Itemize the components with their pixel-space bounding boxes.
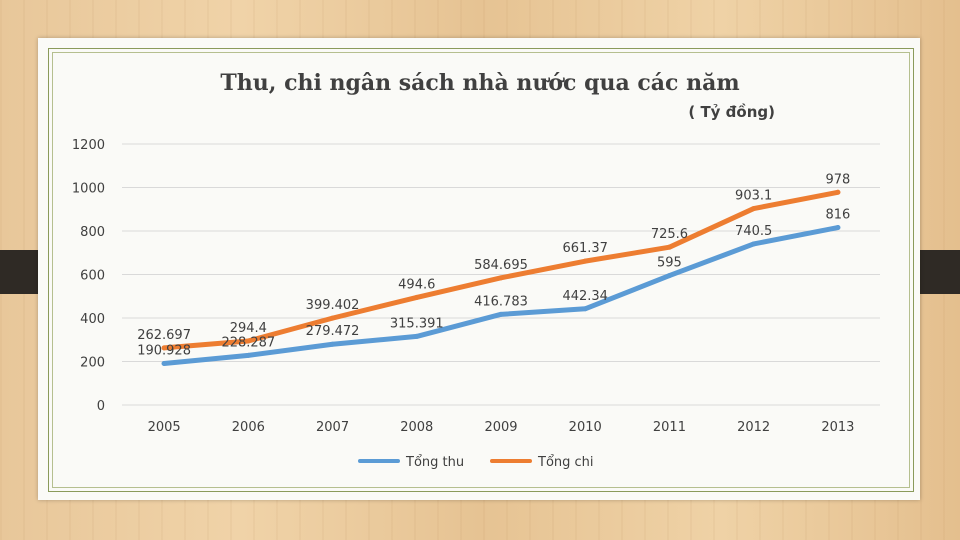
- data-label: 494.6: [398, 277, 435, 292]
- data-point: [414, 294, 420, 300]
- data-point: [835, 189, 841, 195]
- chart-subtitle: ( Tỷ đồng): [688, 102, 775, 121]
- data-label: 661.37: [562, 241, 608, 256]
- data-label: 978: [825, 172, 850, 187]
- data-label: 816: [825, 208, 850, 223]
- data-point: [666, 244, 672, 250]
- y-tick-label: 600: [80, 269, 105, 284]
- y-tick-label: 800: [80, 225, 105, 240]
- x-tick-label: 2012: [737, 420, 770, 435]
- data-point: [666, 273, 672, 279]
- x-tick-label: 2008: [400, 420, 433, 435]
- data-point: [498, 275, 504, 281]
- legend-label: Tổng thu: [405, 455, 464, 470]
- frame-border-inner: [52, 52, 910, 488]
- data-point: [161, 360, 167, 366]
- y-tick-label: 400: [80, 312, 105, 327]
- data-label: 228.287: [221, 335, 275, 350]
- data-label: 442.34: [562, 289, 608, 304]
- series-group: [161, 189, 841, 366]
- data-point: [330, 315, 336, 321]
- data-label: 279.472: [306, 324, 360, 339]
- x-tick-label: 2009: [484, 420, 517, 435]
- x-tick-label: 2007: [316, 420, 349, 435]
- data-point: [245, 338, 251, 344]
- y-tick-label: 200: [80, 356, 105, 371]
- data-point: [330, 341, 336, 347]
- data-label: 584.695: [474, 258, 528, 273]
- data-point: [751, 241, 757, 247]
- data-label: 190.928: [137, 343, 191, 358]
- data-label: 315.391: [390, 316, 444, 331]
- legend: Tổng thu Tổng chi: [358, 455, 594, 470]
- data-point: [835, 225, 841, 231]
- y-tick-label: 1200: [72, 138, 105, 153]
- x-axis: 2005 2006 2007 2008 2009 2010 2011 2012 2013: [148, 420, 855, 435]
- x-tick-label: 2006: [232, 420, 265, 435]
- data-label: 399.402: [306, 298, 360, 313]
- data-label: 903.1: [735, 189, 772, 204]
- x-tick-label: 2011: [653, 420, 686, 435]
- slide-frame: [38, 38, 920, 500]
- x-tick-label: 2005: [148, 420, 181, 435]
- data-label: 294.4: [230, 321, 267, 336]
- data-point: [414, 333, 420, 339]
- y-tick-label: 1000: [72, 182, 105, 197]
- data-point: [498, 311, 504, 317]
- data-point: [751, 206, 757, 212]
- data-label: 740.5: [735, 224, 772, 239]
- data-label: 416.783: [474, 294, 528, 309]
- data-labels: 190.928 228.287 279.472 315.391 416.783 442.3…: [137, 172, 850, 358]
- x-tick-label: 2010: [569, 420, 602, 435]
- data-label: 595: [657, 256, 682, 271]
- data-label: 262.697: [137, 328, 191, 343]
- gridlines: [122, 143, 880, 406]
- y-tick-label: 0: [97, 399, 105, 414]
- x-tick-label: 2013: [821, 420, 854, 435]
- data-label: 725.6: [651, 227, 688, 242]
- data-point: [582, 306, 588, 312]
- data-point: [245, 352, 251, 358]
- y-axis: 0 200 400 600 800 1000 1200: [72, 138, 105, 414]
- legend-label: Tổng chi: [537, 455, 594, 470]
- data-point: [161, 345, 167, 351]
- chart-title: Thu, chi ngân sách nhà nước qua các năm: [220, 70, 739, 96]
- data-point: [582, 258, 588, 264]
- frame-border-outer: [48, 48, 914, 492]
